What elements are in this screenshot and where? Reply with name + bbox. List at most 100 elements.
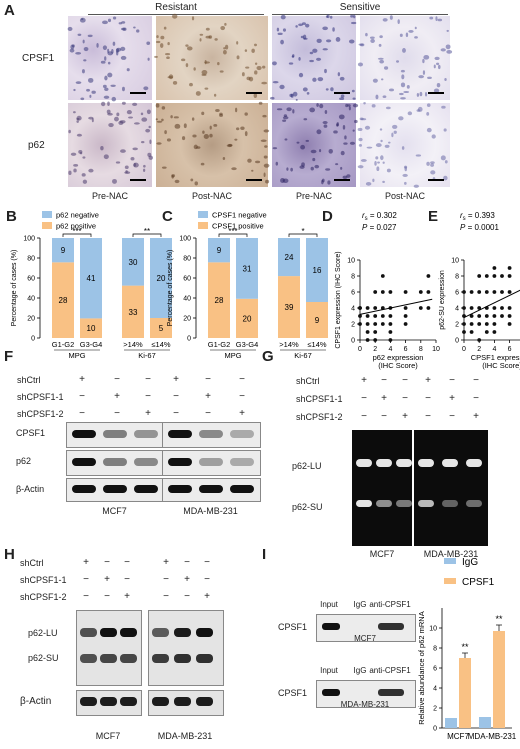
nucleus — [149, 139, 152, 145]
rip-cell-label: MDA-MB-231 — [340, 700, 390, 709]
nucleus — [375, 94, 379, 100]
nucleus — [83, 46, 89, 52]
nucleus — [282, 28, 287, 32]
nucleus — [164, 130, 167, 135]
nucleus — [205, 35, 211, 39]
band-label-cpsf1: CPSF1 — [16, 428, 46, 438]
nucleus — [427, 76, 432, 80]
bar-label-negative: 16 — [313, 266, 322, 275]
panel-e-letter: E — [428, 208, 439, 225]
nucleus — [86, 88, 90, 92]
nucleus — [118, 22, 123, 25]
nucleus — [326, 14, 330, 19]
bar-negative — [278, 238, 300, 277]
nucleus — [286, 107, 292, 112]
blot-band — [199, 430, 223, 438]
data-point — [388, 314, 393, 318]
blot-band — [103, 430, 127, 438]
nucleus — [349, 141, 356, 145]
nucleus — [382, 180, 385, 184]
condition-mark: + — [79, 374, 85, 385]
col-label-pre-sensitive: Pre-NAC — [295, 191, 332, 201]
lane-input: Input — [320, 600, 338, 609]
legend-swatch-cpsf1 — [444, 578, 456, 584]
gel-band-lu — [418, 459, 434, 467]
nucleus — [199, 38, 202, 42]
nucleus — [419, 91, 423, 97]
group-label: Ki-67 — [294, 351, 312, 360]
nucleus — [429, 16, 434, 20]
condition-label: shCPSF1-1 — [296, 394, 343, 404]
nucleus — [228, 143, 233, 147]
data-point — [462, 322, 466, 326]
condition-mark: − — [145, 391, 151, 402]
nucleus — [332, 27, 335, 32]
nucleus — [254, 62, 258, 65]
sensitive-rule — [272, 14, 448, 15]
nucleus — [111, 96, 117, 102]
x-tick-label: 10 — [432, 346, 440, 353]
condition-mark: + — [173, 374, 179, 385]
blot-band — [72, 485, 96, 493]
nucleus — [399, 33, 403, 37]
condition-mark: + — [361, 375, 367, 386]
nucleus — [132, 102, 138, 106]
nucleus — [161, 166, 167, 169]
y-tick-label: 100 — [23, 236, 35, 243]
nucleus — [398, 116, 404, 121]
nucleus — [378, 43, 382, 47]
nucleus — [183, 123, 187, 129]
condition-mark: + — [83, 557, 89, 568]
nucleus — [440, 155, 446, 161]
nucleus — [310, 166, 314, 171]
nucleus — [251, 169, 254, 172]
y-tick-label: 40 — [27, 296, 35, 303]
gel-band-lu — [442, 459, 458, 467]
nucleus — [161, 118, 164, 122]
data-point — [492, 266, 497, 270]
nucleus — [321, 179, 324, 185]
gel-mda — [414, 430, 488, 546]
bar-negative — [236, 238, 258, 299]
nucleus — [167, 41, 170, 46]
panel-c-letter: C — [162, 208, 173, 225]
nucleus — [340, 150, 345, 156]
resistant-header: Resistant — [155, 2, 197, 13]
nucleus — [205, 27, 210, 31]
nucleus — [370, 38, 375, 44]
gel-band-su — [376, 500, 392, 507]
nucleus — [77, 33, 82, 36]
bar-label-positive: 39 — [285, 303, 294, 312]
nucleus — [342, 175, 348, 179]
data-point — [365, 306, 370, 310]
blot-band-actin — [152, 697, 169, 706]
nucleus — [445, 44, 451, 50]
nucleus — [100, 145, 104, 151]
nucleus — [108, 122, 114, 128]
row-label-p62: p62 — [28, 140, 45, 151]
bar-label-negative: 24 — [285, 253, 294, 262]
sig-stars: *** — [72, 227, 81, 236]
x-tick-label: 2 — [477, 346, 481, 353]
nucleus — [223, 47, 226, 50]
nucleus — [317, 77, 324, 82]
nucleus — [290, 167, 293, 172]
nucleus — [330, 87, 334, 92]
nucleus — [338, 114, 345, 120]
col-label-post-resistant: Post-NAC — [191, 191, 232, 201]
nucleus — [263, 172, 266, 178]
nucleus — [245, 66, 250, 69]
bar-igg — [445, 718, 457, 728]
lane-input: Input — [320, 666, 338, 675]
gel-band-su — [466, 500, 482, 507]
condition-mark: − — [163, 574, 169, 585]
nucleus — [241, 72, 245, 77]
data-point — [388, 330, 393, 334]
nucleus — [82, 179, 88, 184]
nucleus — [194, 181, 198, 186]
sig-bracket — [288, 233, 318, 237]
sig-stars: *** — [228, 227, 237, 236]
nucleus — [253, 43, 257, 47]
rip-cell-label: MCF7 — [354, 634, 376, 643]
data-point — [365, 314, 370, 318]
